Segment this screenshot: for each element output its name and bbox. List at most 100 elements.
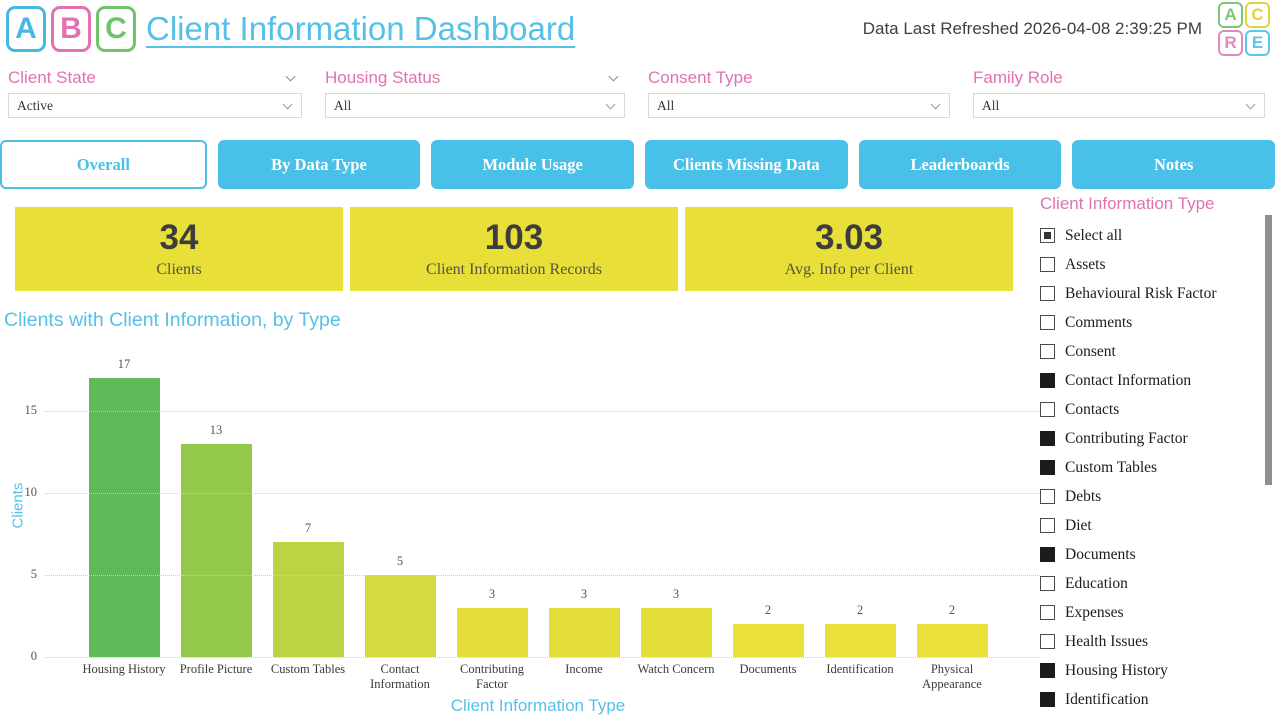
checkbox-unchecked-icon bbox=[1040, 315, 1055, 330]
checkbox-item-health-issues[interactable]: Health Issues bbox=[1040, 627, 1266, 656]
x-label-documents: Documents bbox=[739, 662, 797, 676]
filter-dropdown-consent-type[interactable]: All bbox=[648, 93, 950, 118]
kpi-row: 34 Clients 103 Client Information Records 3.… bbox=[15, 207, 1013, 291]
logo-block-c: C bbox=[96, 6, 136, 52]
checkbox-item-contacts[interactable]: Contacts bbox=[1040, 395, 1266, 424]
checkbox-item-consent[interactable]: Consent bbox=[1040, 337, 1266, 366]
bar-housing-history[interactable] bbox=[88, 377, 160, 657]
dropdown-selected-value: All bbox=[334, 97, 352, 113]
bar-slot-watch-concern: 3 bbox=[630, 355, 722, 657]
checkbox-checked-icon bbox=[1040, 692, 1055, 707]
gridline-15 bbox=[45, 410, 1040, 412]
chevron-down-icon bbox=[605, 99, 616, 109]
bar-profile-picture[interactable] bbox=[180, 443, 252, 657]
filter-bar: Client State Active Housing Status All Conse… bbox=[8, 62, 1265, 118]
checkbox-label: Comments bbox=[1065, 313, 1133, 331]
chevron-down-icon[interactable] bbox=[608, 71, 619, 81]
tab-module-usage[interactable]: Module Usage bbox=[431, 140, 635, 189]
kpi-label: Clients bbox=[156, 261, 202, 278]
checkbox-unchecked-icon bbox=[1040, 576, 1055, 591]
y-tick-label: 15 bbox=[24, 402, 38, 417]
filter-dropdown-family-role[interactable]: All bbox=[973, 93, 1265, 118]
checkbox-item-identification[interactable]: Identification bbox=[1040, 685, 1266, 714]
checkbox-item-behavioural-risk-factor[interactable]: Behavioural Risk Factor bbox=[1040, 279, 1266, 308]
bar-value-label: 2 bbox=[948, 603, 956, 618]
checkbox-item-debts[interactable]: Debts bbox=[1040, 482, 1266, 511]
checkbox-checked-icon bbox=[1040, 547, 1055, 562]
bar-value-label: 2 bbox=[764, 603, 772, 618]
checkbox-label: Education bbox=[1065, 574, 1128, 592]
filter-housing-status: Housing Status All bbox=[325, 62, 625, 118]
checkbox-label: Custom Tables bbox=[1065, 458, 1158, 476]
checkbox-item-documents[interactable]: Documents bbox=[1040, 540, 1266, 569]
kpi-label: Avg. Info per Client bbox=[784, 261, 914, 278]
checkbox-item-housing-history[interactable]: Housing History bbox=[1040, 656, 1266, 685]
bars-row: 17 13 7 5 3 3 3 2 2 2 bbox=[78, 355, 998, 657]
filter-label-text: Family Role bbox=[973, 67, 1063, 87]
filter-label-housing-status: Housing Status bbox=[325, 62, 625, 93]
checkbox-item-contributing-factor[interactable]: Contributing Factor bbox=[1040, 424, 1266, 453]
tab-leaderboards[interactable]: Leaderboards bbox=[858, 140, 1062, 189]
x-label-contact-information: Contact Information bbox=[370, 662, 430, 691]
tab-by-data-type[interactable]: By Data Type bbox=[217, 140, 421, 189]
bar-contributing-factor[interactable] bbox=[456, 607, 528, 657]
bar-value-label: 3 bbox=[488, 586, 496, 601]
checkbox-checked-icon bbox=[1040, 663, 1055, 678]
y-tick-label: 5 bbox=[30, 566, 37, 581]
bar-physical-appearance[interactable] bbox=[916, 624, 988, 657]
chevron-down-icon bbox=[1245, 99, 1256, 109]
checkbox-item-comments[interactable]: Comments bbox=[1040, 308, 1266, 337]
filter-dropdown-client-state[interactable]: Active bbox=[8, 93, 302, 118]
tab-clients-missing-data[interactable]: Clients Missing Data bbox=[645, 140, 848, 189]
bar-custom-tables[interactable] bbox=[272, 542, 344, 657]
checkbox-item-assets[interactable]: Assets bbox=[1040, 250, 1266, 279]
checkbox-item-expenses[interactable]: Expenses bbox=[1040, 598, 1266, 627]
bar-value-label: 7 bbox=[304, 521, 312, 536]
checkbox-item-custom-tables[interactable]: Custom Tables bbox=[1040, 453, 1266, 482]
gridline-10 bbox=[45, 492, 1040, 494]
checkbox-unchecked-icon bbox=[1040, 489, 1055, 504]
checkbox-item-select-all[interactable]: Select all bbox=[1040, 221, 1266, 250]
kpi-value: 34 bbox=[159, 218, 199, 257]
checkbox-item-contact-information[interactable]: Contact Information bbox=[1040, 366, 1266, 395]
scrollbar-thumb[interactable] bbox=[1265, 215, 1272, 485]
bar-documents[interactable] bbox=[732, 624, 804, 657]
checkbox-unchecked-icon bbox=[1040, 518, 1055, 533]
logo-block-c: C bbox=[1245, 2, 1270, 28]
logo-block-a: A bbox=[6, 6, 46, 52]
checkbox-list: Select all Assets Behavioural Risk Factor C… bbox=[1040, 221, 1266, 714]
chart-title: Clients with Client Information, by Type bbox=[4, 309, 341, 331]
checkbox-checked-icon bbox=[1040, 373, 1055, 388]
x-label-physical-appearance: Physical Appearance bbox=[922, 662, 982, 691]
kpi-label: Client Information Records bbox=[426, 261, 602, 278]
checkbox-label: Select all bbox=[1065, 226, 1123, 244]
filter-dropdown-housing-status[interactable]: All bbox=[325, 93, 625, 118]
bar-income[interactable] bbox=[548, 607, 620, 657]
bar-value-label: 2 bbox=[856, 603, 864, 618]
checkbox-unchecked-icon bbox=[1040, 257, 1055, 272]
checkbox-item-education[interactable]: Education bbox=[1040, 569, 1266, 598]
tab-notes[interactable]: Notes bbox=[1072, 140, 1275, 189]
filter-label-consent-type: Consent Type bbox=[648, 62, 950, 93]
filter-label-text: Consent Type bbox=[648, 67, 753, 87]
bar-contact-information[interactable] bbox=[364, 574, 436, 657]
y-tick-label: 0 bbox=[30, 649, 37, 663]
bar-slot-physical-appearance: 2 bbox=[906, 355, 998, 657]
chevron-down-icon[interactable] bbox=[285, 71, 296, 81]
checkbox-label: Contributing Factor bbox=[1065, 429, 1188, 447]
bar-watch-concern[interactable] bbox=[640, 607, 712, 657]
checkbox-item-diet[interactable]: Diet bbox=[1040, 511, 1266, 540]
checkbox-label: Identification bbox=[1065, 690, 1149, 708]
indeterminate-mark bbox=[1044, 232, 1051, 239]
panel-title: Client Information Type bbox=[1040, 194, 1215, 213]
checkbox-label: Expenses bbox=[1065, 603, 1124, 621]
bar-slot-contact-information: 5 bbox=[354, 355, 446, 657]
x-label-profile-picture: Profile Picture bbox=[179, 662, 253, 676]
tab-overall[interactable]: Overall bbox=[0, 140, 207, 189]
bar-identification[interactable] bbox=[824, 624, 896, 657]
bar-value-label: 3 bbox=[580, 586, 588, 601]
checkbox-checked-icon bbox=[1040, 431, 1055, 446]
